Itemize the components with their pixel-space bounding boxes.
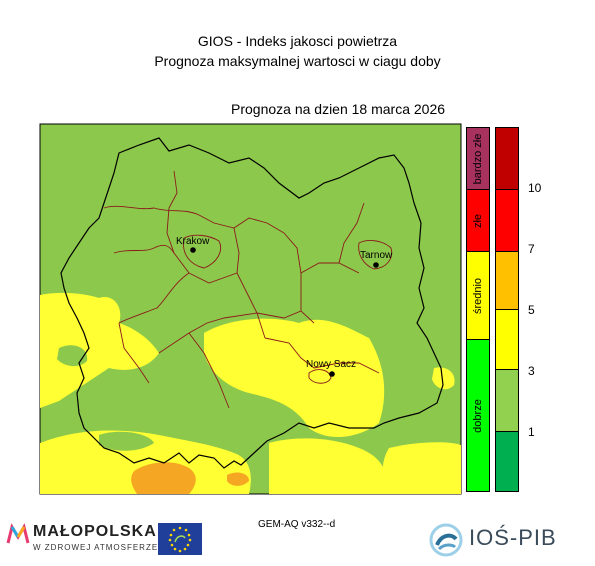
nowy-sacz-label: Nowy Sacz (306, 359, 356, 370)
krakow-dot (190, 247, 196, 253)
category-label-bad: złe (472, 213, 484, 228)
nowy-sacz-dot (329, 371, 335, 377)
malopolska-tagline: W ZDROWEJ ATMOSFERZE (33, 543, 159, 552)
tick-10: 10 (528, 181, 542, 195)
elevated-zones (131, 462, 249, 494)
category-label-moderate: średnio (472, 277, 484, 314)
district-borders (103, 170, 393, 409)
category-moderate: średnio (467, 252, 489, 340)
tarnow-label: Tarnow (360, 250, 393, 261)
forecast-date: Prognoza na dzien 18 marca 2026 (231, 101, 446, 117)
title-line-2: Prognoza maksymalnej wartosci w ciagu do… (154, 53, 441, 69)
ios-pib-name: IOŚ-PIB (469, 525, 557, 550)
tarnow-dot (373, 262, 379, 268)
city-markers (190, 247, 379, 377)
moderate-zones (40, 292, 461, 494)
category-label-good: dobrze (472, 398, 484, 433)
category-very-bad: bardzo złe (467, 128, 489, 190)
category-legend: bardzo złe złe średnio dobrze (466, 127, 490, 492)
good-islands (57, 345, 154, 451)
air-quality-map: Krakow Tarnow Nowy Sacz (39, 123, 462, 495)
krakow-label: Krakow (176, 236, 210, 247)
tick-1: 1 (528, 425, 535, 439)
province-border (60, 137, 444, 469)
malopolska-logo-icon (6, 523, 30, 544)
scale-segment-10 (496, 128, 518, 190)
category-good: dobrze (467, 340, 489, 491)
value-scale (495, 127, 519, 492)
ios-pib-logo-icon (429, 523, 463, 557)
tick-3: 3 (528, 364, 535, 378)
scale-segment-3 (496, 370, 518, 432)
scale-segment-5 (496, 310, 518, 370)
scale-segment-1 (496, 432, 518, 491)
category-bad: złe (467, 190, 489, 252)
scale-segment-6 (496, 252, 518, 310)
tick-7: 7 (528, 242, 535, 256)
scale-segment-7 (496, 190, 518, 252)
model-version: GEM-AQ v332--d (258, 519, 336, 530)
eu-life-logo-icon (158, 523, 202, 555)
title-line-1: GIOS - Indeks jakosci powietrza (197, 33, 398, 49)
tick-5: 5 (528, 303, 535, 317)
category-label-very-bad: bardzo złe (472, 133, 484, 184)
malopolska-name: MAŁOPOLSKA (33, 523, 157, 540)
